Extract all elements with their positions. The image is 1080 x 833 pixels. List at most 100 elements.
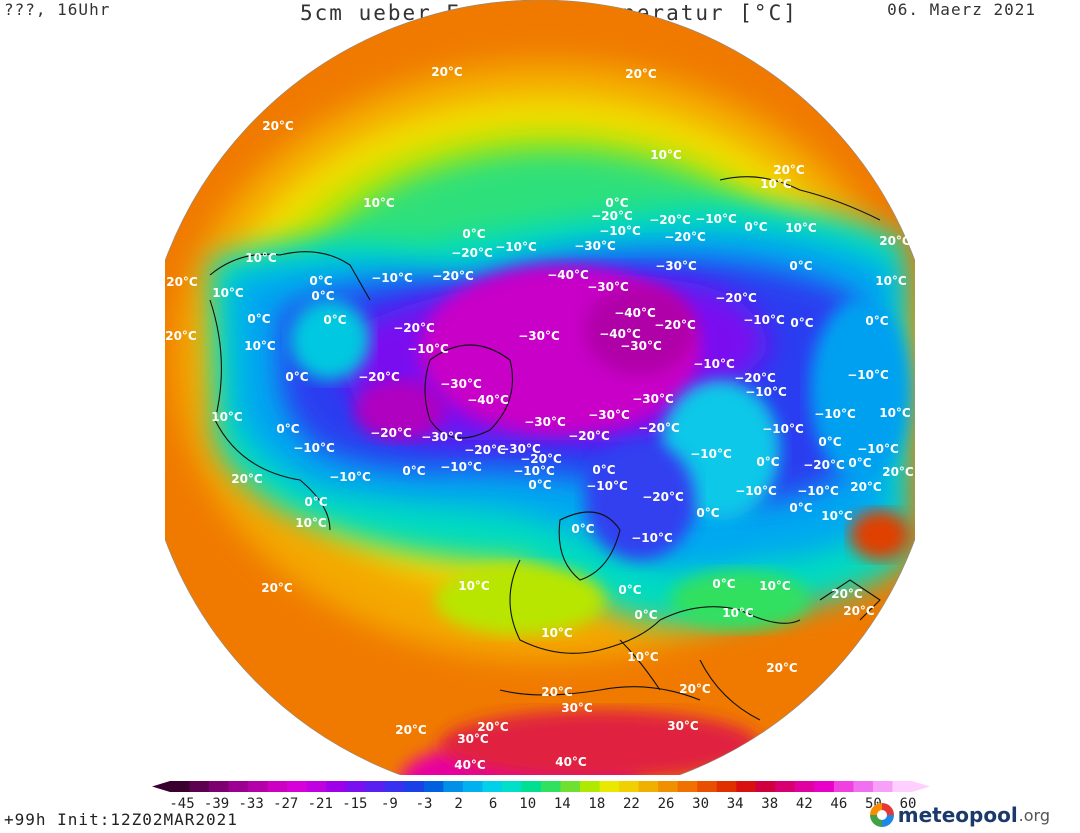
isotherm-label: 40°C [555, 755, 587, 769]
isotherm-label: 20°C [262, 119, 294, 133]
forecast-init-label: +99h Init:12Z02MAR2021 [4, 810, 238, 829]
colorbar-tick-label: 60 [900, 796, 917, 812]
isotherm-label: 10°C [722, 606, 754, 620]
isotherm-label: −30°C [632, 392, 674, 406]
forecast-date-label: 06. Maerz 2021 [887, 0, 1036, 19]
isotherm-label: −10°C [513, 464, 555, 478]
isotherm-label: 0°C [790, 316, 813, 330]
isotherm-label: −20°C [642, 490, 684, 504]
isotherm-label: −10°C [599, 224, 641, 238]
colorbar-swatch [501, 781, 522, 792]
isotherm-label: 0°C [528, 478, 551, 492]
colorbar-swatch [189, 781, 210, 792]
colorbar-swatch [326, 781, 347, 792]
isotherm-label: 10°C [541, 626, 573, 640]
colorbar-swatch [306, 781, 327, 792]
colorbar-swatch [345, 781, 366, 792]
isotherm-label: 10°C [879, 406, 911, 420]
isotherm-label: −10°C [407, 342, 449, 356]
colorbar-swatch [892, 781, 913, 792]
isotherm-label: −20°C [664, 230, 706, 244]
isotherm-label: −10°C [745, 385, 787, 399]
colorbar-swatch [404, 781, 425, 792]
colorbar-swatch [755, 781, 776, 792]
isotherm-label: −20°C [715, 291, 757, 305]
isotherm-label: −20°C [520, 452, 562, 466]
colorbar-swatch [365, 781, 386, 792]
colorbar-swatch [209, 781, 230, 792]
isotherm-label: −20°C [638, 421, 680, 435]
isotherm-label: 0°C [592, 463, 615, 477]
isotherm-label: −30°C [524, 415, 566, 429]
isotherm-label: 40°C [454, 758, 486, 772]
colorbar-tick-label: 42 [796, 796, 813, 812]
colorbar-swatch [560, 781, 581, 792]
isotherm-label: 10°C [785, 221, 817, 235]
isotherm-label: 20°C [541, 685, 573, 699]
isotherm-label: 20°C [261, 581, 293, 595]
isotherm-label: 10°C [458, 579, 490, 593]
isotherm-label: 0°C [712, 577, 735, 591]
isotherm-label: 0°C [618, 583, 641, 597]
colorbar-tick-label: -45 [169, 796, 194, 812]
colorbar-tick-label: 10 [519, 796, 536, 812]
isotherm-label: 20°C [477, 720, 509, 734]
colorbar-swatch [599, 781, 620, 792]
isotherm-label: −40°C [547, 268, 589, 282]
isotherm-label: −20°C [591, 209, 633, 223]
isotherm-label: 20°C [831, 587, 863, 601]
isotherm-label: 10°C [212, 286, 244, 300]
isotherm-label: 20°C [679, 682, 711, 696]
isotherm-label: 0°C [789, 259, 812, 273]
isotherm-label: −10°C [695, 212, 737, 226]
colorbar-tick-label: -21 [308, 796, 333, 812]
colorbar-tick-label: -39 [204, 796, 229, 812]
isotherm-label: 30°C [457, 732, 489, 746]
isotherm-label: −20°C [393, 321, 435, 335]
isotherm-label: 0°C [323, 313, 346, 327]
isotherm-label: −30°C [574, 239, 616, 253]
isotherm-label: 20°C [431, 65, 463, 79]
isotherm-label: −20°C [654, 318, 696, 332]
isotherm-label: −20°C [803, 458, 845, 472]
isotherm-label: −10°C [857, 442, 899, 456]
isotherm-label: −30°C [440, 377, 482, 391]
colorbar-swatch [716, 781, 737, 792]
colorbar-tick-label: 6 [489, 796, 497, 812]
colorbar-swatch [267, 781, 288, 792]
colorbar-tick-label: -15 [342, 796, 367, 812]
isotherm-label: −30°C [587, 280, 629, 294]
isotherm-label: 0°C [634, 608, 657, 622]
forecast-time-label: ???, 16Uhr [4, 0, 111, 19]
isotherm-label: 0°C [756, 455, 779, 469]
isotherm-label: −20°C [734, 371, 776, 385]
isotherm-label: 0°C [247, 312, 270, 326]
colorbar-tick-label: 30 [692, 796, 709, 812]
isotherm-label: −10°C [293, 441, 335, 455]
colorbar-swatch [248, 781, 269, 792]
isotherm-label: 0°C [309, 274, 332, 288]
meteopool-logo[interactable]: meteopool .org [869, 803, 1050, 827]
isotherm-label: −20°C [358, 370, 400, 384]
logo-brand: meteopool [897, 803, 1018, 827]
colorbar-tick-label: 26 [658, 796, 675, 812]
colorbar-swatch [541, 781, 562, 792]
isotherm-label: −20°C [451, 246, 493, 260]
logo-tld: .org [1018, 805, 1050, 825]
colorbar-swatch [462, 781, 483, 792]
colorbar-tick-label: 2 [454, 796, 462, 812]
isotherm-label: 0°C [571, 522, 594, 536]
isotherm-label: 0°C [276, 422, 299, 436]
isotherm-label: 10°C [211, 410, 243, 424]
colorbar-min-arrow [152, 781, 170, 792]
colorbar-swatch [521, 781, 542, 792]
isotherm-label: −30°C [588, 408, 630, 422]
colorbar-tick-label: 34 [727, 796, 744, 812]
isotherm-label: 0°C [304, 495, 327, 509]
isotherm-label: 30°C [561, 701, 593, 715]
colorbar-swatch [697, 781, 718, 792]
isotherm-label: −20°C [370, 426, 412, 440]
colorbar-swatch [853, 781, 874, 792]
colorbar-tick-label: -9 [381, 796, 398, 812]
